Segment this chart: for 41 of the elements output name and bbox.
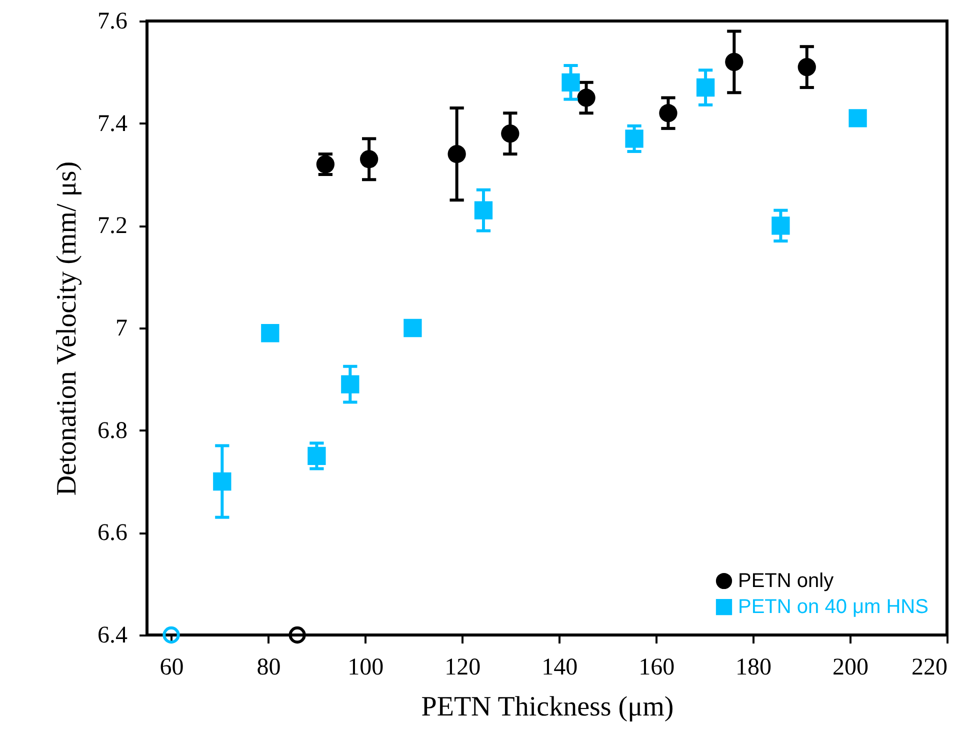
- x-tick-label: 100: [348, 654, 384, 680]
- point: [261, 324, 280, 342]
- x-axis-title: PETN Thickness (μm): [421, 692, 674, 722]
- x-tick-label: 80: [256, 654, 281, 680]
- point: [448, 144, 466, 164]
- point: [474, 201, 493, 220]
- y-tick-label: 7.6: [98, 8, 128, 34]
- point: [341, 375, 360, 394]
- point: [725, 52, 744, 71]
- x-tick-label: 160: [638, 654, 675, 680]
- legend-label: PETN only: [738, 570, 834, 592]
- x-tick-label: 140: [542, 654, 578, 680]
- point: [501, 124, 520, 143]
- y-tick-label: 6.4: [98, 622, 128, 648]
- point: [659, 104, 678, 122]
- y-tick-label: 6.6: [98, 520, 128, 546]
- point: [288, 626, 306, 644]
- x-tick-label: 200: [832, 654, 869, 680]
- point: [308, 446, 326, 465]
- x-tick-label: 220: [912, 654, 948, 680]
- x-tick-label: 60: [160, 654, 184, 680]
- point: [162, 626, 180, 644]
- point: [213, 472, 232, 491]
- point: [848, 109, 867, 128]
- point: [798, 58, 816, 76]
- y-tick-label: 7: [116, 316, 128, 342]
- point: [772, 216, 790, 235]
- point: [404, 318, 422, 338]
- y-tick-label: 7.2: [98, 213, 128, 240]
- point: [562, 73, 580, 92]
- point: [360, 150, 378, 168]
- y-tick-label: 7.4: [98, 110, 128, 137]
- point: [696, 78, 715, 97]
- point: [316, 155, 335, 174]
- legend-label: PETN on 40 μm HNS: [738, 596, 928, 618]
- point: [625, 130, 644, 148]
- x-tick-label: 180: [736, 654, 772, 680]
- x-tick-label: 120: [444, 654, 481, 680]
- point: [577, 88, 596, 107]
- y-axis-title: Detonation Velocity (mm/ μs): [52, 161, 82, 496]
- y-tick-label: 6.8: [98, 418, 128, 444]
